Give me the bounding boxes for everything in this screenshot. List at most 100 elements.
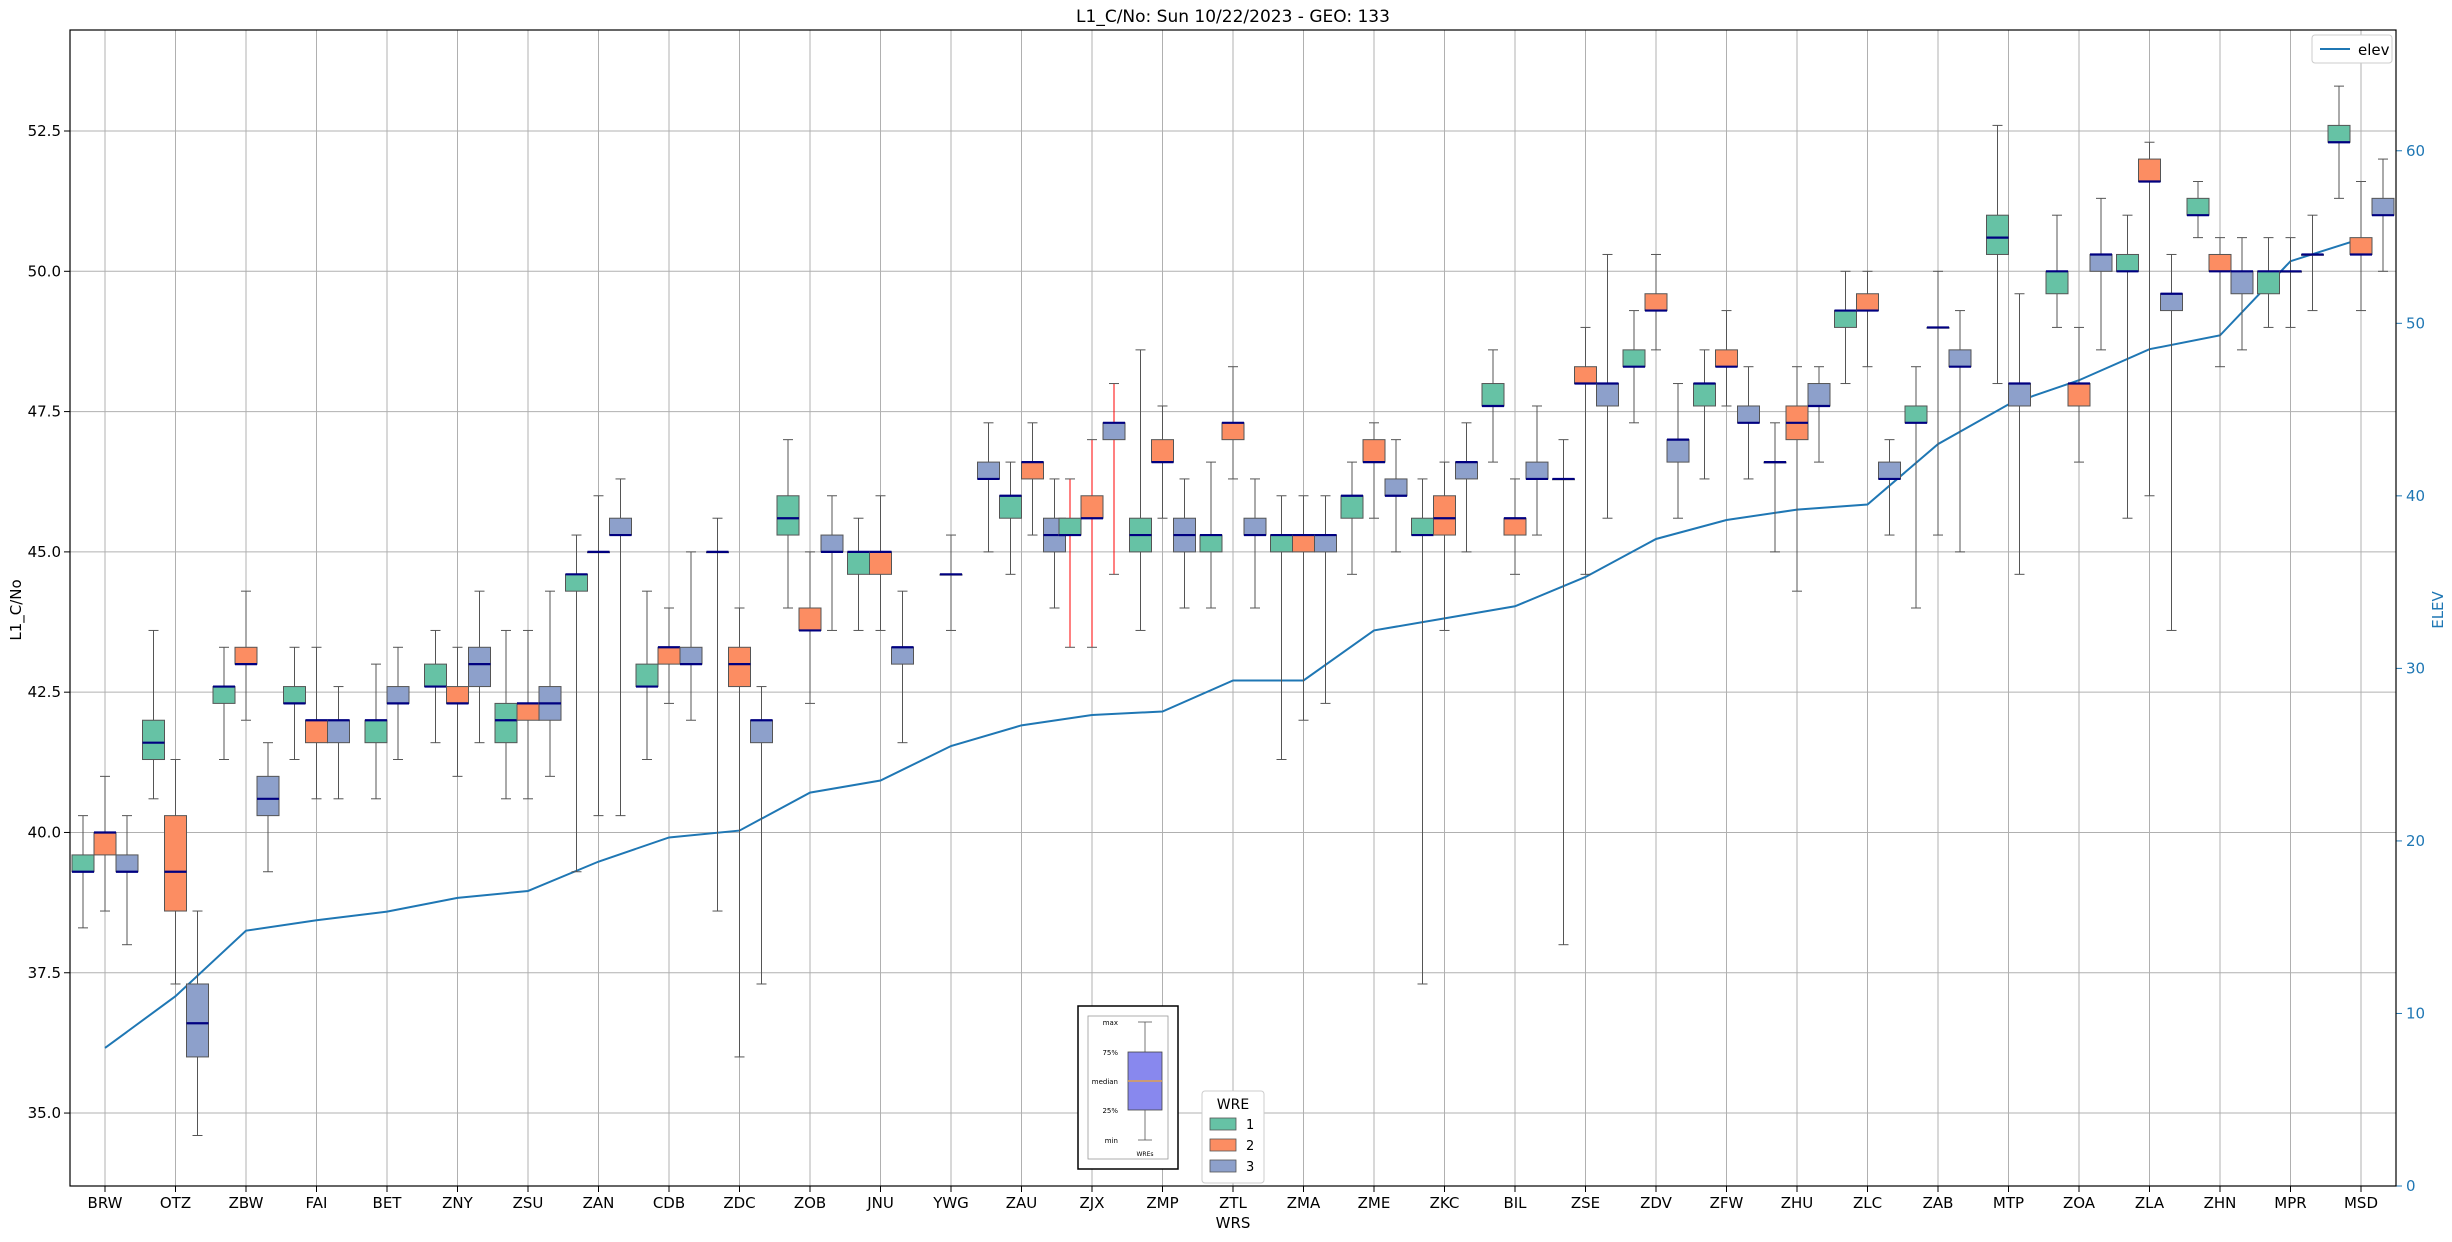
- box-iqr: [468, 646, 491, 688]
- box-iqr: [1433, 495, 1456, 536]
- box-iqr: [635, 663, 659, 688]
- wre-legend: WRE 1 2 3: [1201, 1090, 1265, 1184]
- boxes: [71, 85, 2395, 1136]
- y2-tick-label: 50: [2406, 314, 2425, 332]
- y-tick-label: 52.5: [28, 122, 61, 140]
- y-tick-label: 45.0: [28, 543, 61, 561]
- box-iqr: [1715, 349, 1738, 368]
- box-iqr: [1622, 349, 1646, 368]
- box-iqr: [256, 775, 280, 817]
- box-iqr: [2138, 158, 2161, 183]
- box-iqr: [1807, 383, 1831, 407]
- box-iqr: [2208, 253, 2232, 272]
- box-iqr: [142, 719, 165, 761]
- x-tick-label: ZME: [1358, 1194, 1391, 1212]
- box-iqr: [424, 663, 447, 688]
- box-iqr: [1199, 534, 1223, 553]
- box-key-inset: max 75% median 25% min WREs: [1077, 1005, 1179, 1170]
- box-iqr: [1596, 383, 1619, 407]
- box-iqr: [2008, 383, 2031, 407]
- box-iqr: [750, 719, 773, 744]
- y-tick-label: 35.0: [28, 1104, 61, 1122]
- box-iqr: [1270, 534, 1293, 553]
- x-tick-label: MSD: [2344, 1194, 2378, 1212]
- box-iqr: [2067, 383, 2091, 407]
- box-iqr: [1693, 383, 1716, 407]
- x-tick-label: FAI: [306, 1194, 328, 1212]
- box-iqr: [1314, 534, 1337, 553]
- box-iqr: [1151, 439, 1174, 463]
- box-iqr: [164, 815, 187, 912]
- y-tick-label: 47.5: [28, 403, 61, 421]
- x-tick-label: ZAB: [1923, 1194, 1954, 1212]
- x-tick-label: ZAN: [583, 1194, 615, 1212]
- box-iqr: [2089, 253, 2113, 272]
- x-tick-label: ZMA: [1287, 1194, 1321, 1212]
- y2-tick-label: 20: [2406, 832, 2425, 850]
- box-iqr: [1021, 461, 1044, 480]
- box-iqr: [364, 719, 388, 744]
- plot-frame: [69, 29, 2397, 1187]
- legends: elev WRE 1 2 3 max: [1077, 34, 2393, 1184]
- x-tick-label: ZNY: [442, 1194, 473, 1212]
- inset-key-xlabel: WREs: [1136, 1151, 1153, 1158]
- box-iqr: [798, 607, 822, 631]
- y-axis-label: L1_C/No: [7, 579, 26, 640]
- y2-tick-label: 60: [2406, 142, 2425, 160]
- box-iqr: [1102, 422, 1126, 441]
- box-iqr: [1058, 517, 1082, 536]
- x-tick-label: ZSE: [1571, 1194, 1600, 1212]
- y2-tick-label: 10: [2406, 1004, 2425, 1022]
- box-iqr: [2160, 293, 2183, 312]
- box-iqr: [1948, 349, 1972, 368]
- box-iqr: [516, 702, 540, 721]
- box-iqr: [1737, 405, 1760, 424]
- inset-key-q1: 25%: [1102, 1107, 1118, 1115]
- box-iqr: [999, 495, 1022, 519]
- box-iqr: [1856, 293, 1879, 312]
- box-iqr: [609, 517, 632, 536]
- box-iqr: [820, 534, 844, 553]
- box-iqr: [1878, 461, 1901, 480]
- x-tick-label: CDB: [653, 1194, 685, 1212]
- x-tick-label: ZFW: [1710, 1194, 1744, 1212]
- box-iqr: [2186, 197, 2210, 216]
- wre-legend-entry-2: 2: [1246, 1139, 1254, 1154]
- x-tick-label: ZKC: [1430, 1194, 1460, 1212]
- box-iqr: [1243, 517, 1267, 536]
- box-iqr: [776, 495, 800, 536]
- inset-key-q3: 75%: [1102, 1049, 1118, 1057]
- box-iqr: [2230, 270, 2254, 295]
- box-iqr: [305, 719, 328, 744]
- box-iqr: [386, 686, 410, 704]
- box-iqr: [115, 854, 139, 873]
- wre-legend-swatch-1: [1209, 1117, 1237, 1131]
- box-iqr: [283, 686, 306, 704]
- chart-title: L1_C/No: Sun 10/22/2023 - GEO: 133: [1076, 7, 1390, 27]
- box-iqr: [234, 646, 258, 665]
- box-iqr: [446, 686, 469, 704]
- x-tick-label: ZSU: [513, 1194, 544, 1212]
- box-iqr: [93, 831, 117, 856]
- wre-legend-swatch-2: [1209, 1138, 1237, 1152]
- box-iqr: [869, 551, 892, 575]
- elev-legend-label: elev: [2358, 41, 2390, 59]
- x-tick-label: ZLA: [2135, 1194, 2165, 1212]
- x-tick-label: ZJX: [1080, 1194, 1105, 1212]
- y2-tick-label: 30: [2406, 659, 2425, 677]
- x-tick-label: ZTL: [1219, 1194, 1247, 1212]
- box-iqr: [1986, 214, 2009, 255]
- wre-legend-entry-3: 3: [1246, 1160, 1254, 1175]
- wre-legend-entry-1: 1: [1246, 1118, 1254, 1133]
- inset-key-max: max: [1103, 1019, 1118, 1027]
- box-iqr: [1834, 310, 1857, 328]
- x-tick-label: ZOA: [2063, 1194, 2096, 1212]
- y-tick-label: 50.0: [28, 262, 61, 280]
- x-tick-label: ZDV: [1640, 1194, 1673, 1212]
- box-iqr: [728, 646, 751, 688]
- box-iqr: [327, 719, 350, 744]
- grid: [70, 30, 2396, 1186]
- box-iqr: [2116, 253, 2139, 272]
